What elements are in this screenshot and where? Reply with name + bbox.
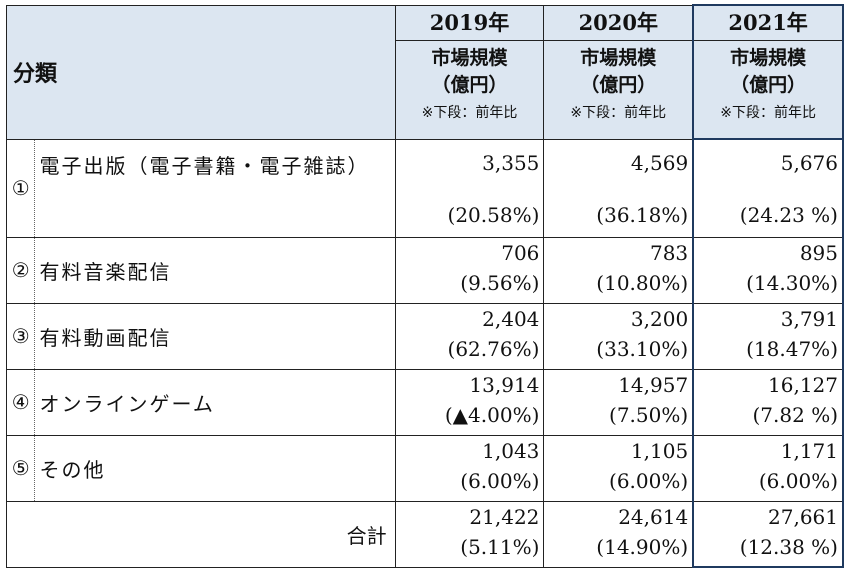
year-label: 2020年 <box>544 6 693 41</box>
yoy-percent: (▲4.00%) <box>444 402 540 427</box>
category-header: 分類 <box>6 4 396 140</box>
metric-label: 市場規模 <box>431 46 508 69</box>
value-cell-2021: 3,791 (18.47%) <box>692 302 844 370</box>
note-label: ※下段：前年比 <box>421 104 518 121</box>
year-label: 2021年 <box>694 6 842 41</box>
yoy-percent: (14.30%) <box>746 270 838 295</box>
market-value: 3,200 <box>630 306 689 331</box>
yoy-percent: (7.82 %) <box>752 402 839 427</box>
value-cell-2020: 783 (10.80%) <box>543 236 694 304</box>
row-number: ④ <box>5 368 36 436</box>
value-cell-2021: 1,171 (6.00%) <box>692 434 844 502</box>
market-table-wrapper: 分類 2019年 市場規模 （億円） ※下段：前年比 2020年 市場規模 （億… <box>5 4 844 568</box>
value-cell-2020: 1,105 (6.00%) <box>543 434 694 502</box>
metric-label: 市場規模 <box>580 46 657 69</box>
row-label: オンラインゲーム <box>34 368 396 436</box>
value-cell-2021: 5,676 (24.23 %) <box>692 138 844 238</box>
value-cell-2019: 1,043 (6.00%) <box>394 434 545 502</box>
value-cell-2021: 895 (14.30%) <box>692 236 844 304</box>
market-value: 3,791 <box>780 306 838 331</box>
yoy-percent: (9.56%) <box>460 270 540 295</box>
yoy-percent: (14.90%) <box>596 534 689 559</box>
market-value: 1,043 <box>482 438 540 463</box>
value-cell-2019: 2,404 (62.76%) <box>394 302 545 370</box>
yoy-percent: (12.38 %) <box>739 534 838 559</box>
table-row: ③ 有料動画配信 2,404 (62.76%) 3,200 (33.10%) 3,7… <box>5 302 844 370</box>
value-cell-2019: 3,355 (20.58%) <box>394 138 545 238</box>
market-value: 2,404 <box>482 306 540 331</box>
market-value: 13,914 <box>469 372 540 397</box>
market-value: 3,355 <box>482 150 540 175</box>
year-label: 2019年 <box>395 6 544 41</box>
row-label: その他 <box>34 434 396 502</box>
note-label: ※下段：前年比 <box>570 104 667 121</box>
total-value: 21,422 <box>469 504 540 529</box>
yoy-percent: (33.10%) <box>596 336 689 361</box>
metric-label: 市場規模 <box>730 47 807 69</box>
row-number: ⑤ <box>5 434 36 502</box>
row-number: ③ <box>5 302 36 370</box>
yoy-percent: (6.00%) <box>609 468 689 493</box>
year-header-2021: 2021年 市場規模 （億円） ※下段：前年比 <box>692 4 844 140</box>
market-value: 16,127 <box>768 372 838 397</box>
yoy-percent: (7.50%) <box>609 402 689 427</box>
table-row: ② 有料音楽配信 706 (9.56%) 783 (10.80%) 895 (14.3… <box>5 236 844 304</box>
market-value: 706 <box>501 240 540 265</box>
row-label: 電子出版（電子書籍・電子雑誌） <box>34 138 396 238</box>
unit-label: （億円） <box>730 74 807 96</box>
row-number: ② <box>5 236 36 304</box>
yoy-percent: (6.00%) <box>460 468 540 493</box>
yoy-percent: (20.58%) <box>447 202 540 227</box>
value-cell-2020: 14,957 (7.50%) <box>543 368 694 436</box>
value-cell-2021: 16,127 (7.82 %) <box>692 368 844 436</box>
total-label: 合計 <box>6 500 396 568</box>
yoy-percent: (24.23 %) <box>739 203 838 227</box>
year-header-2019: 2019年 市場規模 （億円） ※下段：前年比 <box>394 4 545 140</box>
market-value: 5,676 <box>780 151 838 175</box>
value-cell-2020: 4,569 (36.18%) <box>543 138 694 238</box>
year-header-2020: 2020年 市場規模 （億円） ※下段：前年比 <box>543 4 694 140</box>
table-row: ① 電子出版（電子書籍・電子雑誌） 3,355 (20.58%) 4,569 (36… <box>5 138 844 238</box>
unit-label: （億円） <box>431 73 508 96</box>
note-label: ※下段：前年比 <box>720 105 816 121</box>
yoy-percent: (6.00%) <box>758 468 838 493</box>
yoy-percent: (36.18%) <box>596 202 689 227</box>
market-value: 895 <box>799 240 838 265</box>
market-value: 1,105 <box>630 438 689 463</box>
market-value: 1,171 <box>780 438 838 463</box>
table-row: ④ オンラインゲーム 13,914 (▲4.00%) 14,957 (7.50%) … <box>5 368 844 436</box>
yoy-percent: (10.80%) <box>596 270 689 295</box>
yoy-percent: (18.47%) <box>746 336 838 361</box>
yoy-percent: (5.11%) <box>460 534 540 559</box>
total-value: 27,661 <box>768 504 838 529</box>
market-value: 783 <box>649 240 689 265</box>
total-cell-2019: 21,422 (5.11%) <box>394 500 545 568</box>
market-size-table: 分類 2019年 市場規模 （億円） ※下段：前年比 2020年 市場規模 （億… <box>5 4 844 568</box>
market-value: 4,569 <box>630 150 689 175</box>
value-cell-2019: 13,914 (▲4.00%) <box>394 368 545 436</box>
unit-label: （億円） <box>580 73 657 96</box>
total-row: 合計 21,422 (5.11%) 24,614 (14.90%) 27,661 (1… <box>6 500 844 568</box>
table-row: ⑤ その他 1,043 (6.00%) 1,105 (6.00%) 1,171 (6.… <box>5 434 844 502</box>
value-cell-2019: 706 (9.56%) <box>394 236 545 304</box>
total-value: 24,614 <box>618 504 689 529</box>
yoy-percent: (62.76%) <box>447 336 540 361</box>
total-cell-2021: 27,661 (12.38 %) <box>692 500 844 568</box>
row-label: 有料音楽配信 <box>34 236 396 304</box>
market-value: 14,957 <box>618 372 689 397</box>
row-label: 有料動画配信 <box>34 302 396 370</box>
value-cell-2020: 3,200 (33.10%) <box>543 302 694 370</box>
total-cell-2020: 24,614 (14.90%) <box>543 500 694 568</box>
row-number: ① <box>5 138 36 238</box>
